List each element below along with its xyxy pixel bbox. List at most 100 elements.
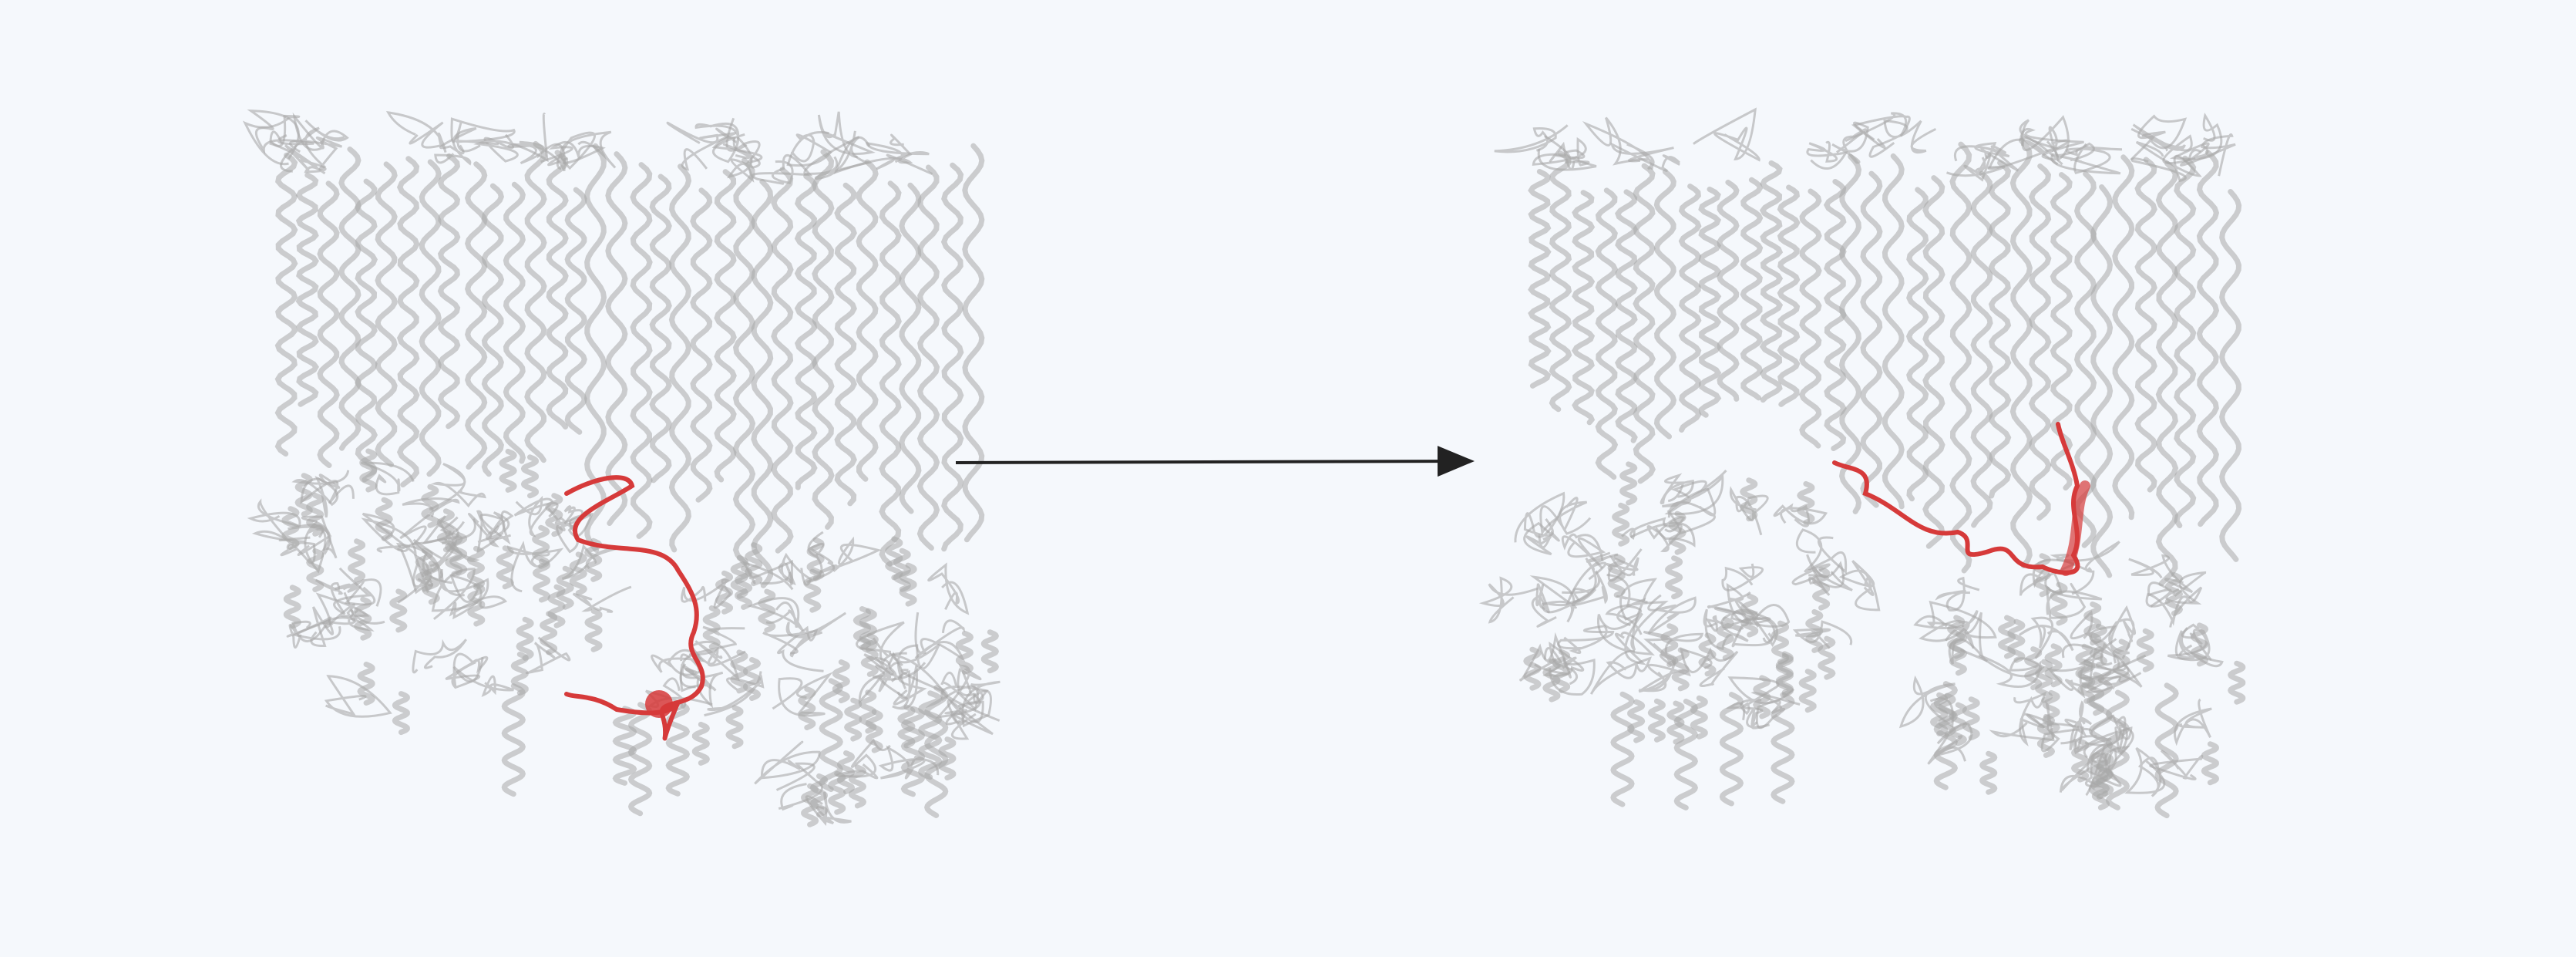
helix xyxy=(1671,647,1690,692)
helix xyxy=(2083,601,2102,645)
helix xyxy=(836,750,856,794)
helix xyxy=(794,174,818,490)
loop xyxy=(1621,517,1683,552)
helix xyxy=(627,702,653,817)
loop xyxy=(935,663,982,719)
loop xyxy=(751,153,813,185)
helix xyxy=(317,180,340,468)
helix xyxy=(742,657,762,701)
loop xyxy=(1562,570,1609,607)
loop xyxy=(297,521,332,574)
loop xyxy=(540,140,606,167)
helix xyxy=(1698,187,1722,418)
helix xyxy=(751,179,774,588)
helix xyxy=(2174,155,2197,528)
loop xyxy=(1707,582,1760,625)
helix xyxy=(419,159,442,477)
loop xyxy=(1494,124,1569,153)
helix xyxy=(1523,646,1542,691)
loop xyxy=(476,510,510,554)
helix xyxy=(860,632,879,677)
loop xyxy=(1537,141,1597,171)
loop xyxy=(689,640,746,682)
loop xyxy=(1539,497,1592,536)
loop xyxy=(817,111,876,159)
helix xyxy=(1610,691,1635,807)
helix xyxy=(499,448,517,493)
loop xyxy=(2078,638,2130,680)
helix xyxy=(1860,170,1883,508)
helix xyxy=(2007,618,2026,663)
loop xyxy=(1898,675,1956,729)
loop xyxy=(694,122,745,163)
loop xyxy=(1596,612,1655,666)
helix xyxy=(1962,696,1980,741)
loop xyxy=(1730,603,1791,628)
highlighted-segment-after xyxy=(1832,422,2080,575)
helix xyxy=(545,493,563,537)
helix xyxy=(1882,153,1905,510)
helix xyxy=(375,497,393,541)
helix xyxy=(295,172,319,407)
helix xyxy=(1771,692,1795,804)
helix xyxy=(612,706,637,786)
helix xyxy=(1818,635,1836,680)
helix xyxy=(1905,187,1929,502)
helix xyxy=(1665,555,1683,600)
helix xyxy=(1528,169,1552,389)
loop xyxy=(431,568,489,620)
loop xyxy=(2050,541,2120,595)
helix xyxy=(2112,154,2135,521)
helix xyxy=(940,162,964,552)
helix xyxy=(466,545,486,590)
loop xyxy=(513,495,559,537)
loop xyxy=(1557,625,1615,655)
helix xyxy=(1612,502,1630,547)
helix xyxy=(2035,659,2053,703)
loop xyxy=(1610,142,1680,172)
helix xyxy=(501,683,526,797)
loop xyxy=(1531,583,1557,628)
helix xyxy=(879,180,902,567)
helix xyxy=(2136,628,2154,672)
helix xyxy=(1666,700,1685,745)
loop xyxy=(1729,486,1769,536)
helix xyxy=(2070,738,2090,783)
helix xyxy=(1690,695,1708,740)
loop xyxy=(1731,610,1778,648)
helix xyxy=(2219,189,2242,562)
loop xyxy=(927,562,970,615)
loop xyxy=(856,621,907,666)
loop xyxy=(1629,516,1696,548)
loop xyxy=(291,606,341,648)
helix xyxy=(1759,160,1784,403)
helix xyxy=(1949,702,1967,746)
helix xyxy=(1798,669,1817,713)
loop xyxy=(334,578,382,607)
helix xyxy=(798,686,816,730)
loop xyxy=(412,538,458,585)
loop xyxy=(872,656,926,692)
loop xyxy=(450,117,516,153)
helix xyxy=(856,159,879,482)
loop xyxy=(1662,470,1727,515)
loop xyxy=(961,680,1000,728)
loop xyxy=(1606,574,1658,621)
loop xyxy=(2013,691,2047,747)
helix xyxy=(2154,682,2179,819)
loop xyxy=(754,740,821,785)
helix xyxy=(691,721,710,766)
loop xyxy=(1605,598,1669,652)
helix xyxy=(496,545,514,590)
loop xyxy=(1987,119,2059,170)
helix xyxy=(806,537,825,581)
loop xyxy=(2108,605,2137,659)
helix xyxy=(2033,553,2051,598)
helix xyxy=(564,187,587,435)
helix xyxy=(1988,160,2012,499)
loop xyxy=(2124,746,2166,797)
helix xyxy=(359,448,378,493)
structure-after xyxy=(1478,107,2246,819)
helix xyxy=(1740,477,1758,522)
